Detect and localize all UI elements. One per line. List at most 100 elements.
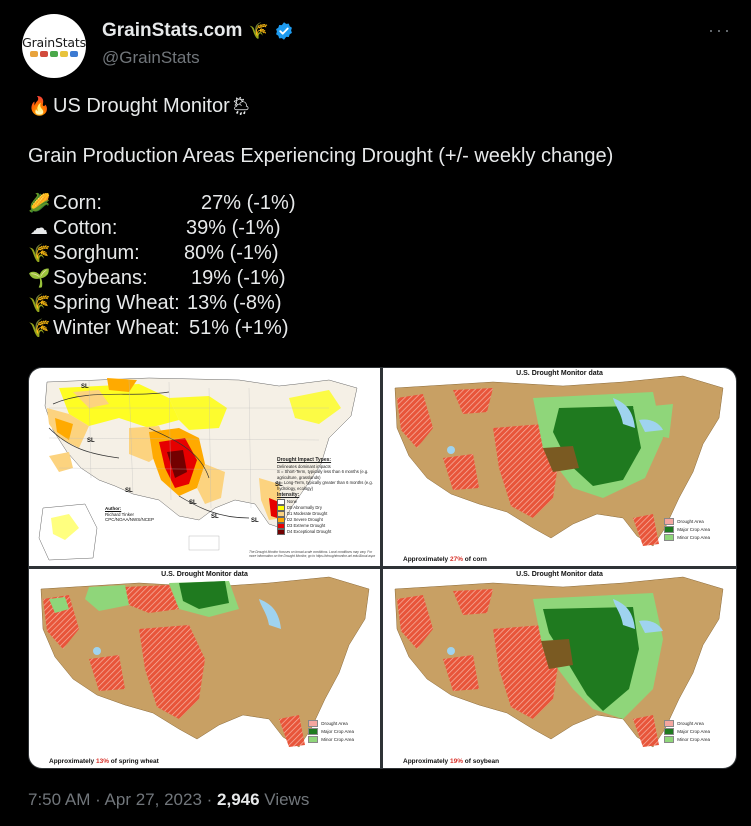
drought-monitor-map-image[interactable]: SL SL SL SL SL SL SL Drought Impact Type… xyxy=(29,368,380,566)
fire-emoji-icon: 🔥 xyxy=(28,96,51,116)
caption-percent: 27% xyxy=(449,556,463,563)
corn-emoji-icon: 🌽 xyxy=(28,193,51,213)
intensity-item: D2 Severe Drought xyxy=(277,516,377,523)
crop-value: 80% (-1%) xyxy=(184,242,279,264)
crop-row-winter-wheat: 🌾 Winter Wheat: 51% (+1%) xyxy=(28,316,728,341)
intensity-item: D3 Extreme Drought xyxy=(277,522,377,529)
intensity-item: D1 Moderate Drought xyxy=(277,510,377,517)
corn-map-graphic xyxy=(394,375,724,547)
legend-label: D3 Extreme Drought xyxy=(287,522,326,528)
crop-row-spring-wheat: 🌾 Spring Wheat: 13% (-8%) xyxy=(28,291,728,316)
legend-label: D4 Exceptional Drought xyxy=(287,528,332,534)
tweet-time-link[interactable]: 7:50 AM xyxy=(28,790,91,809)
display-name[interactable]: GrainStats.com xyxy=(102,20,243,41)
author-name: Richard Tinker xyxy=(105,511,135,517)
drought-type-label: SL xyxy=(275,482,283,488)
drought-type-label: SL xyxy=(87,438,95,444)
legend-swatch xyxy=(277,504,285,511)
tweet-body: 🔥 US Drought Monitor 🌦 Grain Production … xyxy=(28,94,728,341)
avatar-logo-text: GrainStats xyxy=(22,35,86,50)
caption-suffix: of spring wheat xyxy=(108,758,159,765)
tweet-media-grid[interactable]: SL SL SL SL SL SL SL Drought Impact Type… xyxy=(28,367,737,769)
legend-item: Major Crop Area xyxy=(664,728,710,736)
legend-item: Minor Crop Area xyxy=(308,736,354,744)
map-footnote: The Drought Monitor focuses on broad-sca… xyxy=(249,550,376,558)
crop-label: Soybeans: xyxy=(53,267,148,289)
author-title: Author: xyxy=(105,506,122,511)
legend-swatch xyxy=(277,510,285,517)
crop-value: 19% (-1%) xyxy=(191,267,286,289)
drought-type-label: SL xyxy=(125,488,133,494)
map-caption: Approximately 19% of soybean xyxy=(403,758,499,765)
tweet-date-link[interactable]: Apr 27, 2023 xyxy=(104,790,202,809)
legend-item: Major Crop Area xyxy=(308,728,354,736)
soybean-drought-map-image[interactable]: U.S. Drought Monitor data Drought Area M… xyxy=(383,569,736,768)
map-title: U.S. Drought Monitor data xyxy=(161,571,248,578)
separator: · xyxy=(201,790,218,809)
impact-types-title: Drought Impact Types: xyxy=(277,457,332,463)
legend-swatch xyxy=(277,498,285,505)
legend-swatch xyxy=(664,720,675,728)
avatar[interactable]: GrainStats xyxy=(22,14,86,78)
drought-type-label: SL xyxy=(251,518,259,524)
impact-line: Delineates dominant impacts xyxy=(277,463,331,469)
map-author: Author: Richard Tinker CPC/NOAA/NWS/NCEP xyxy=(105,506,154,523)
crop-label: Spring Wheat: xyxy=(53,292,180,314)
legend-swatch xyxy=(308,728,319,736)
intensity-item: D0 Abnormally Dry xyxy=(277,504,377,511)
crop-value: 51% (+1%) xyxy=(189,317,289,339)
caption-suffix: of soybean xyxy=(462,758,500,765)
legend-item: Drought Area xyxy=(664,720,710,728)
corn-drought-map-image[interactable]: U.S. Drought Monitor data Drought Area M… xyxy=(383,368,736,566)
wheat-emoji-icon: 🌾 xyxy=(28,243,51,263)
intensity-item: None xyxy=(277,498,377,505)
verified-badge-icon[interactable] xyxy=(274,21,294,41)
crop-row-cotton: ☁ Cotton: 39% (-1%) xyxy=(28,216,728,241)
crop-value: 27% (-1%) xyxy=(201,192,296,214)
drought-monitor-legend: Drought Impact Types: Delineates dominan… xyxy=(277,457,377,535)
spring-wheat-drought-map-image[interactable]: U.S. Drought Monitor data Drought Area M… xyxy=(29,569,380,768)
legend-label: D2 Severe Drought xyxy=(287,516,323,522)
views-count[interactable]: 2,946 xyxy=(217,790,260,809)
crop-label: Corn: xyxy=(53,192,102,214)
map-title: U.S. Drought Monitor data xyxy=(516,571,603,578)
crop-row-soybeans: 🌱 Soybeans: 19% (-1%) xyxy=(28,266,728,291)
user-handle[interactable]: @GrainStats xyxy=(102,48,200,67)
map-title: U.S. Drought Monitor data xyxy=(516,370,603,377)
legend-swatch xyxy=(308,736,319,744)
soybean-map-graphic xyxy=(394,576,724,748)
views-label: Views xyxy=(259,790,310,809)
crop-row-sorghum: 🌾 Sorghum: 80% (-1%) xyxy=(28,241,728,266)
crop-row-corn: 🌽 Corn: 27% (-1%) xyxy=(28,191,728,216)
wheat-emoji-icon: 🌾 xyxy=(28,293,51,313)
name-row: GrainStats.com 🌾 xyxy=(102,20,294,42)
legend-swatch xyxy=(277,522,285,529)
sun-rain-cloud-emoji-icon: 🌦 xyxy=(229,96,253,116)
crop-value: 13% (-8%) xyxy=(187,292,282,314)
legend-label: Minor Crop Area xyxy=(321,737,354,742)
tweet-title: US Drought Monitor xyxy=(53,95,230,117)
caption-prefix: Approximately xyxy=(403,556,450,563)
intensity-title: Intensity: xyxy=(277,492,300,498)
cloud-emoji-icon: ☁ xyxy=(30,218,48,238)
legend-label: D0 Abnormally Dry xyxy=(287,504,322,510)
tweet-subtitle-line: Grain Production Areas Experiencing Drou… xyxy=(28,144,728,169)
legend-label: Major Crop Area xyxy=(321,729,354,734)
legend-swatch xyxy=(277,528,285,535)
legend-label: Major Crop Area xyxy=(677,527,710,532)
avatar-logo-grains-icon xyxy=(30,51,78,57)
author-org: CPC/NOAA/NWS/NCEP xyxy=(105,517,155,522)
legend-swatch xyxy=(664,526,675,534)
legend-swatch xyxy=(308,720,319,728)
map-caption: Approximately 27% of corn xyxy=(403,556,487,563)
caption-percent: 13% xyxy=(95,758,109,765)
impact-line: S = Short-Term, typically less than 6 mo… xyxy=(277,469,369,480)
tweet-timestamp: 7:50 AM · Apr 27, 2023 · 2,946 Views xyxy=(28,790,309,810)
legend-label: None xyxy=(287,498,298,504)
more-options-button[interactable]: ··· xyxy=(708,20,732,40)
legend-label: Drought Area xyxy=(677,519,704,524)
separator: · xyxy=(90,790,105,809)
wheat-emoji-icon: 🌾 xyxy=(28,318,51,338)
legend-item: Drought Area xyxy=(664,518,710,526)
drought-type-label: SL xyxy=(189,500,197,506)
